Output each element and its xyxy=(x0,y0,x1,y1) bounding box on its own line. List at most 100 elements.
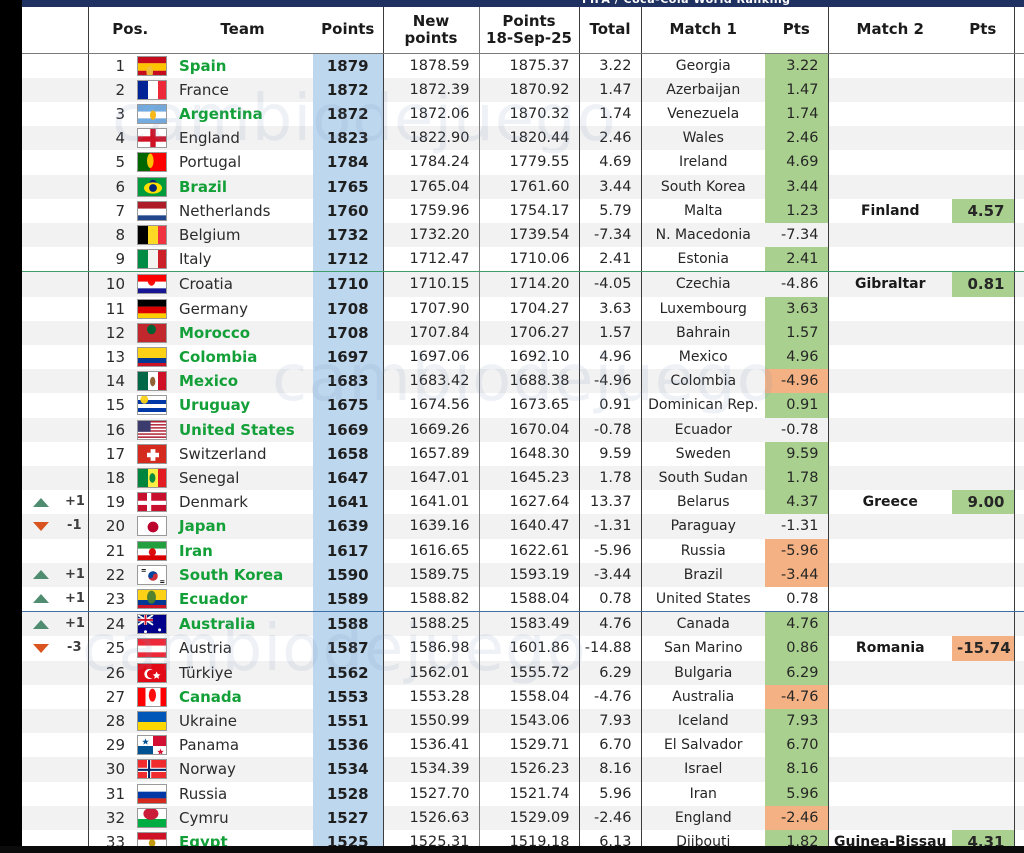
table-row[interactable]: 4 England 1823 1822.90 1820.44 2.46 Wales 2.46 xyxy=(22,126,1024,151)
header-pts-1[interactable]: Pts xyxy=(765,7,828,54)
arrow-down-icon xyxy=(33,521,49,531)
table-row[interactable]: 28 Ukraine 1551 1550.99 1543.06 7.93 Iceland 7.… xyxy=(22,708,1024,734)
table-row[interactable]: 21 Iran 1617 1616.65 1622.61 -5.96 Russia -5.96 xyxy=(22,538,1024,563)
team-name[interactable]: Uruguay xyxy=(172,393,313,418)
table-row[interactable]: 27 Canada 1553 1553.28 1558.04 -4.76 Australia… xyxy=(22,684,1024,709)
row-tail-spacer xyxy=(1013,344,1024,370)
row-tail-spacer xyxy=(1013,781,1024,806)
table-row[interactable]: 10 Croatia 1710 1710.15 1714.20 -4.05 Czechia -… xyxy=(22,271,1024,297)
movement-arrow xyxy=(22,271,60,297)
header-match-1[interactable]: Match 1 xyxy=(640,7,765,54)
team-name[interactable]: Argentina xyxy=(172,101,313,127)
team-name[interactable]: Morocco xyxy=(172,320,313,345)
header-total[interactable]: Total xyxy=(578,7,641,54)
team-name[interactable]: Russia xyxy=(172,781,313,806)
team-name[interactable]: Egypt xyxy=(172,830,313,846)
team-name[interactable]: France xyxy=(172,77,313,102)
table-row[interactable]: 1 Spain 1879 1878.59 1875.37 3.22 Georgia 3.22 xyxy=(22,53,1024,78)
match-2-points xyxy=(952,757,1014,782)
table-row[interactable]: 7 Netherlands 1760 1759.96 1754.17 5.79 Malta 1… xyxy=(22,198,1024,223)
table-row[interactable]: 9 Italy 1712 1712.47 1710.06 2.41 Estonia 2.41 xyxy=(22,247,1024,273)
table-row[interactable]: +1 19 Denmark 1641 1641.01 1627.64 13.37 Belaru… xyxy=(22,490,1024,515)
header-row: Pos. Team Points New points Points 18-Se… xyxy=(22,7,1024,54)
header-pts-2[interactable]: Pts xyxy=(952,7,1014,54)
team-name[interactable]: Iran xyxy=(172,538,313,563)
ranking-sheet: cambiodejuego cambiodejuego cambiodejueg… xyxy=(22,7,1024,846)
table-row[interactable]: -1 20 Japan 1639 1639.16 1640.47 -1.31 Paraguay… xyxy=(22,514,1024,539)
table-row[interactable]: 18 Senegal 1647 1647.01 1645.23 1.78 South Sud… xyxy=(22,465,1024,491)
team-name[interactable]: Norway xyxy=(172,757,313,782)
table-row[interactable]: 29 Panama 1536 1536.41 1529.71 6.70 El Salvado… xyxy=(22,733,1024,758)
table-row[interactable]: +1 23 Ecuador 1589 1588.82 1588.04 0.78 United … xyxy=(22,586,1024,613)
table-row[interactable]: 30 Norway 1534 1534.39 1526.23 8.16 Israel 8.16 xyxy=(22,757,1024,782)
movement-delta xyxy=(60,320,88,345)
match-2-points xyxy=(952,538,1014,563)
points-dated-value: 1714.20 xyxy=(478,271,579,297)
table-row[interactable]: 17 Switzerland 1658 1657.89 1648.30 9.59 Swede… xyxy=(22,441,1024,466)
team-name[interactable]: Ukraine xyxy=(172,708,313,734)
team-name[interactable]: Switzerland xyxy=(172,441,313,466)
team-name[interactable]: Croatia xyxy=(172,271,313,297)
table-row[interactable]: 12 Morocco 1708 1707.84 1706.27 1.57 Bahrain 1.… xyxy=(22,320,1024,345)
team-name[interactable]: Denmark xyxy=(172,490,313,515)
table-row[interactable]: 26 Türkiye 1562 1562.01 1555.72 6.29 Bulgaria 6… xyxy=(22,660,1024,685)
table-row[interactable]: 15 Uruguay 1675 1674.56 1673.65 0.91 Dominican… xyxy=(22,393,1024,418)
team-name[interactable]: Cymru xyxy=(172,805,313,830)
match-1-opponent: South Sudan xyxy=(640,465,765,491)
table-row[interactable]: 13 Colombia 1697 1697.06 1692.10 4.96 Mexico 4.… xyxy=(22,344,1024,370)
team-name[interactable]: Belgium xyxy=(172,222,313,248)
team-name[interactable]: Colombia xyxy=(172,344,313,370)
table-row[interactable]: 6 Brazil 1765 1765.04 1761.60 3.44 South Korea… xyxy=(22,174,1024,199)
header-points[interactable]: Points xyxy=(313,7,383,54)
team-name[interactable]: Ecuador xyxy=(172,586,313,613)
table-row[interactable]: 5 Portugal 1784 1784.24 1779.55 4.69 Ireland 4.… xyxy=(22,150,1024,175)
team-name[interactable]: Portugal xyxy=(172,150,313,175)
table-row[interactable]: 31 Russia 1528 1527.70 1521.74 5.96 Iran 5.96 xyxy=(22,781,1024,806)
team-name[interactable]: Panama xyxy=(172,733,313,758)
row-tail-spacer xyxy=(1013,465,1024,491)
team-name[interactable]: Canada xyxy=(172,684,313,709)
points-value: 1589 xyxy=(313,586,383,613)
table-row[interactable]: +1 24 Australia 1588 1588.25 1583.49 4.76 Canad… xyxy=(22,611,1024,637)
table-row[interactable]: 16 United States 1669 1669.26 1670.04 -0.78 Ec… xyxy=(22,417,1024,442)
table-row[interactable]: 3 Argentina 1872 1872.06 1870.32 1.74 Venezuel… xyxy=(22,101,1024,127)
match-2-points xyxy=(952,320,1014,345)
team-name[interactable]: United States xyxy=(172,417,313,442)
table-row[interactable]: 33 Egypt 1525 1525.31 1519.18 6.13 Djibouti 1.8… xyxy=(22,830,1024,846)
team-name[interactable]: Japan xyxy=(172,514,313,539)
team-name[interactable]: Italy xyxy=(172,247,313,273)
team-name[interactable]: Austria xyxy=(172,636,313,661)
team-name[interactable]: Türkiye xyxy=(172,660,313,685)
movement-delta xyxy=(60,77,88,102)
header-new-points[interactable]: New points xyxy=(382,7,479,54)
team-name[interactable]: Mexico xyxy=(172,369,313,394)
team-name[interactable]: South Korea xyxy=(172,562,313,587)
team-name[interactable]: Senegal xyxy=(172,465,313,491)
table-row[interactable]: -3 25 Austria 1587 1586.98 1601.86 -14.88 San M… xyxy=(22,636,1024,661)
team-name[interactable]: Brazil xyxy=(172,174,313,199)
table-row[interactable]: 8 Belgium 1732 1732.20 1739.54 -7.34 N. Macedo… xyxy=(22,222,1024,248)
team-name[interactable]: England xyxy=(172,126,313,151)
table-row[interactable]: +1 22 South Korea 1590 1589.75 1593.19 -3.44 Br… xyxy=(22,562,1024,587)
table-row[interactable]: 32 Cymru 1527 1526.63 1529.09 -2.46 England -2.… xyxy=(22,805,1024,830)
match-1-points: 0.86 xyxy=(765,636,828,661)
match-1-opponent: Djibouti xyxy=(640,830,765,846)
team-name[interactable]: Netherlands xyxy=(172,198,313,223)
team-name[interactable]: Australia xyxy=(172,611,313,637)
movement-delta xyxy=(60,296,88,321)
team-name[interactable]: Germany xyxy=(172,296,313,321)
match-1-points: 0.78 xyxy=(765,586,828,613)
team-name[interactable]: Spain xyxy=(172,53,313,78)
points-dated-value: 1875.37 xyxy=(478,53,579,78)
header-points-dated[interactable]: Points 18-Sep-25 xyxy=(478,7,579,54)
table-row[interactable]: 2 France 1872 1872.39 1870.92 1.47 Azerbaijan 1… xyxy=(22,77,1024,102)
rank-position: 8 xyxy=(87,222,132,248)
table-row[interactable]: 14 Mexico 1683 1683.42 1688.38 -4.96 Colombia -… xyxy=(22,369,1024,394)
header-team[interactable]: Team xyxy=(172,7,313,54)
table-row[interactable]: 11 Germany 1708 1707.90 1704.27 3.63 Luxembour… xyxy=(22,296,1024,321)
points-dated-value: 1688.38 xyxy=(478,369,579,394)
header-match-2[interactable]: Match 2 xyxy=(827,7,952,54)
movement-arrow xyxy=(22,417,60,442)
match-1-opponent: Israel xyxy=(640,757,765,782)
header-position[interactable]: Pos. xyxy=(87,7,172,54)
